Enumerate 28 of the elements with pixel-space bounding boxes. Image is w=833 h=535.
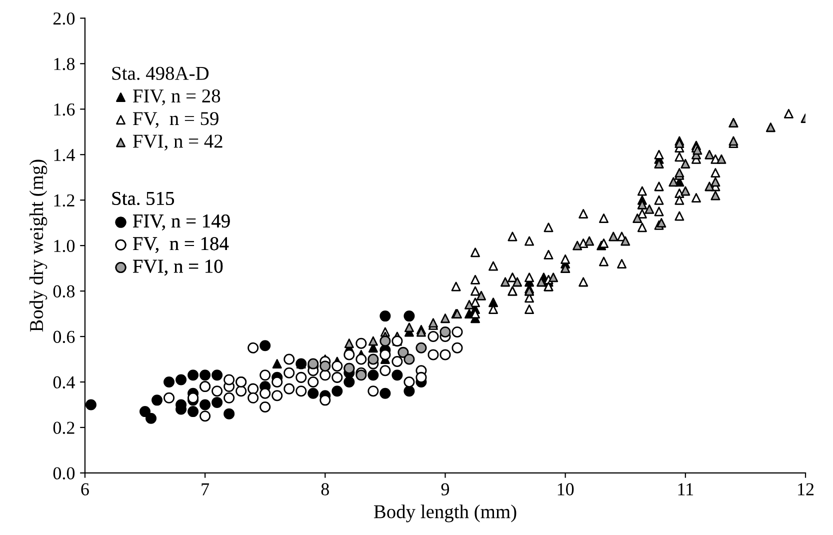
x-tick-label: 12 (798, 483, 814, 496)
x-tick-label: 10 (558, 483, 574, 496)
x-tick-label: 7 (202, 483, 210, 496)
x-tick-label: 11 (678, 483, 694, 496)
y-tick-label: 1.2 (54, 194, 74, 207)
x-tick-label: 6 (81, 483, 89, 496)
y-tick-label: 1.4 (54, 148, 75, 162)
y-tick-label: 2.0 (53, 12, 75, 25)
y-tick-label: 1.8 (54, 58, 75, 70)
x-axis-title: Body length (mm) (374, 504, 516, 522)
annotation: Sta. 515 (112, 192, 174, 206)
y-tick-label: 0.8 (53, 285, 75, 298)
y-axis-title: Body dry weight (mg) (29, 160, 48, 332)
y-tick-label: 0.0 (53, 467, 75, 480)
y-tick-label: 0.4 (53, 376, 75, 389)
x-tick-label: 8 (321, 483, 329, 496)
legend-label: FV, n = 184 (132, 237, 229, 253)
legend-label: FVI, n = 42 (132, 134, 222, 151)
y-tick-label: 0.2 (53, 422, 74, 434)
legend-label: FVI, n = 10 (132, 260, 223, 276)
legend-label: FIV, n = 28 (132, 89, 220, 106)
x-tick-label: 9 (441, 483, 450, 496)
legend-label: FV, n = 59 (132, 112, 218, 128)
y-tick-label: 1.0 (54, 240, 75, 252)
legend-label: FIV, n = 149 (132, 214, 230, 230)
y-tick-label: 0.6 (53, 330, 75, 344)
y-tick-label: 1.6 (54, 103, 75, 116)
annotation: Sta. 498A-D (112, 66, 209, 80)
